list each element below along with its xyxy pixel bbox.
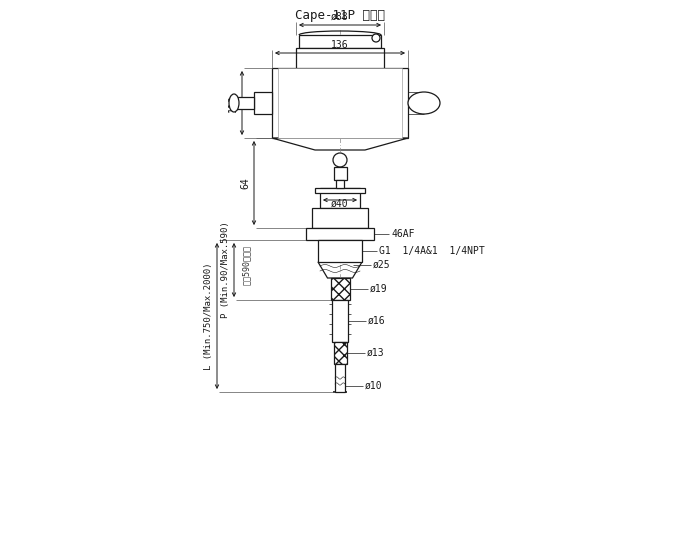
Text: ø25: ø25 (373, 260, 390, 270)
Bar (234, 97, 254, 109)
Text: L (Min.750/Max.2000): L (Min.750/Max.2000) (204, 262, 213, 370)
Text: Cape-11P 防护型: Cape-11P 防护型 (295, 9, 385, 22)
Bar (318, 240, 362, 262)
Text: G1  1/4A&1  1/4NPT: G1 1/4A&1 1/4NPT (379, 246, 485, 256)
Bar (332, 300, 348, 342)
Bar (299, 35, 381, 48)
Text: P (Min.90/Max.590): P (Min.90/Max.590) (221, 222, 230, 319)
Polygon shape (272, 138, 408, 150)
Bar (335, 364, 345, 392)
Circle shape (372, 34, 380, 42)
Bar (336, 180, 344, 188)
Bar (278, 68, 402, 138)
Circle shape (333, 153, 347, 167)
Text: ø16: ø16 (368, 316, 386, 326)
Ellipse shape (408, 92, 440, 114)
Bar (315, 188, 365, 193)
Text: ø40: ø40 (331, 199, 349, 209)
Bar (333, 167, 347, 180)
Bar (306, 228, 374, 240)
Text: ø19: ø19 (369, 284, 387, 294)
Text: 136: 136 (331, 40, 349, 50)
Polygon shape (318, 262, 362, 278)
Text: ø88: ø88 (331, 12, 349, 22)
Text: ø13: ø13 (367, 348, 384, 358)
Ellipse shape (229, 94, 239, 112)
Text: 118: 118 (228, 94, 238, 112)
Text: 64: 64 (240, 177, 250, 189)
Bar (296, 48, 384, 68)
Bar (254, 92, 272, 114)
Text: 大于590请定制: 大于590请定制 (241, 245, 250, 285)
Bar (333, 342, 347, 364)
Bar (330, 278, 350, 300)
Bar (312, 208, 368, 228)
Text: 46AF: 46AF (391, 229, 415, 239)
Bar (320, 188, 360, 208)
Bar (272, 68, 408, 138)
Text: ø10: ø10 (365, 381, 383, 391)
